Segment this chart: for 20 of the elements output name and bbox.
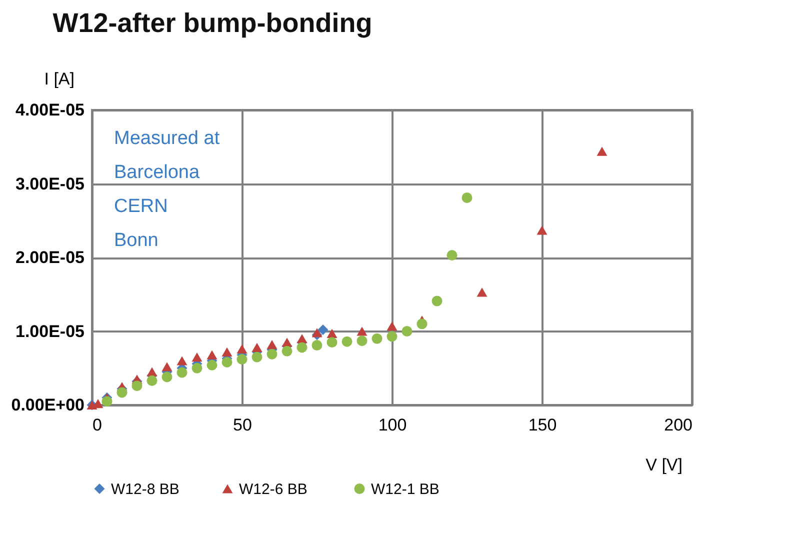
x-axis-title: V [V]	[646, 456, 682, 474]
annotation: Measured at	[114, 128, 220, 149]
y-axis-title: I [A]	[44, 70, 74, 88]
y-tick-label: 1.00E-05	[16, 322, 84, 341]
y-tick-label: 3.00E-05	[16, 174, 84, 194]
legend-label: W12-6 BB	[239, 480, 308, 498]
x-tick-label: 50	[233, 416, 252, 434]
x-tick-label: 0	[92, 416, 102, 434]
y-tick-label: 0.00E+00	[11, 396, 84, 414]
legend-label: W12-1 BB	[371, 480, 440, 498]
annotation: CERN	[114, 196, 168, 217]
legend-label: W12-8 BB	[111, 480, 180, 498]
y-tick-label: 4.00E-05	[16, 100, 84, 120]
x-tick-label: 200	[664, 416, 692, 434]
annotation: Bonn	[114, 230, 158, 251]
chart-title: W12-after bump-bonding	[52, 8, 372, 38]
y-tick-label: 2.00E-05	[16, 248, 84, 267]
x-tick-label: 100	[378, 416, 407, 434]
x-tick-label: 150	[528, 416, 557, 434]
annotation: Barcelona	[114, 162, 200, 183]
